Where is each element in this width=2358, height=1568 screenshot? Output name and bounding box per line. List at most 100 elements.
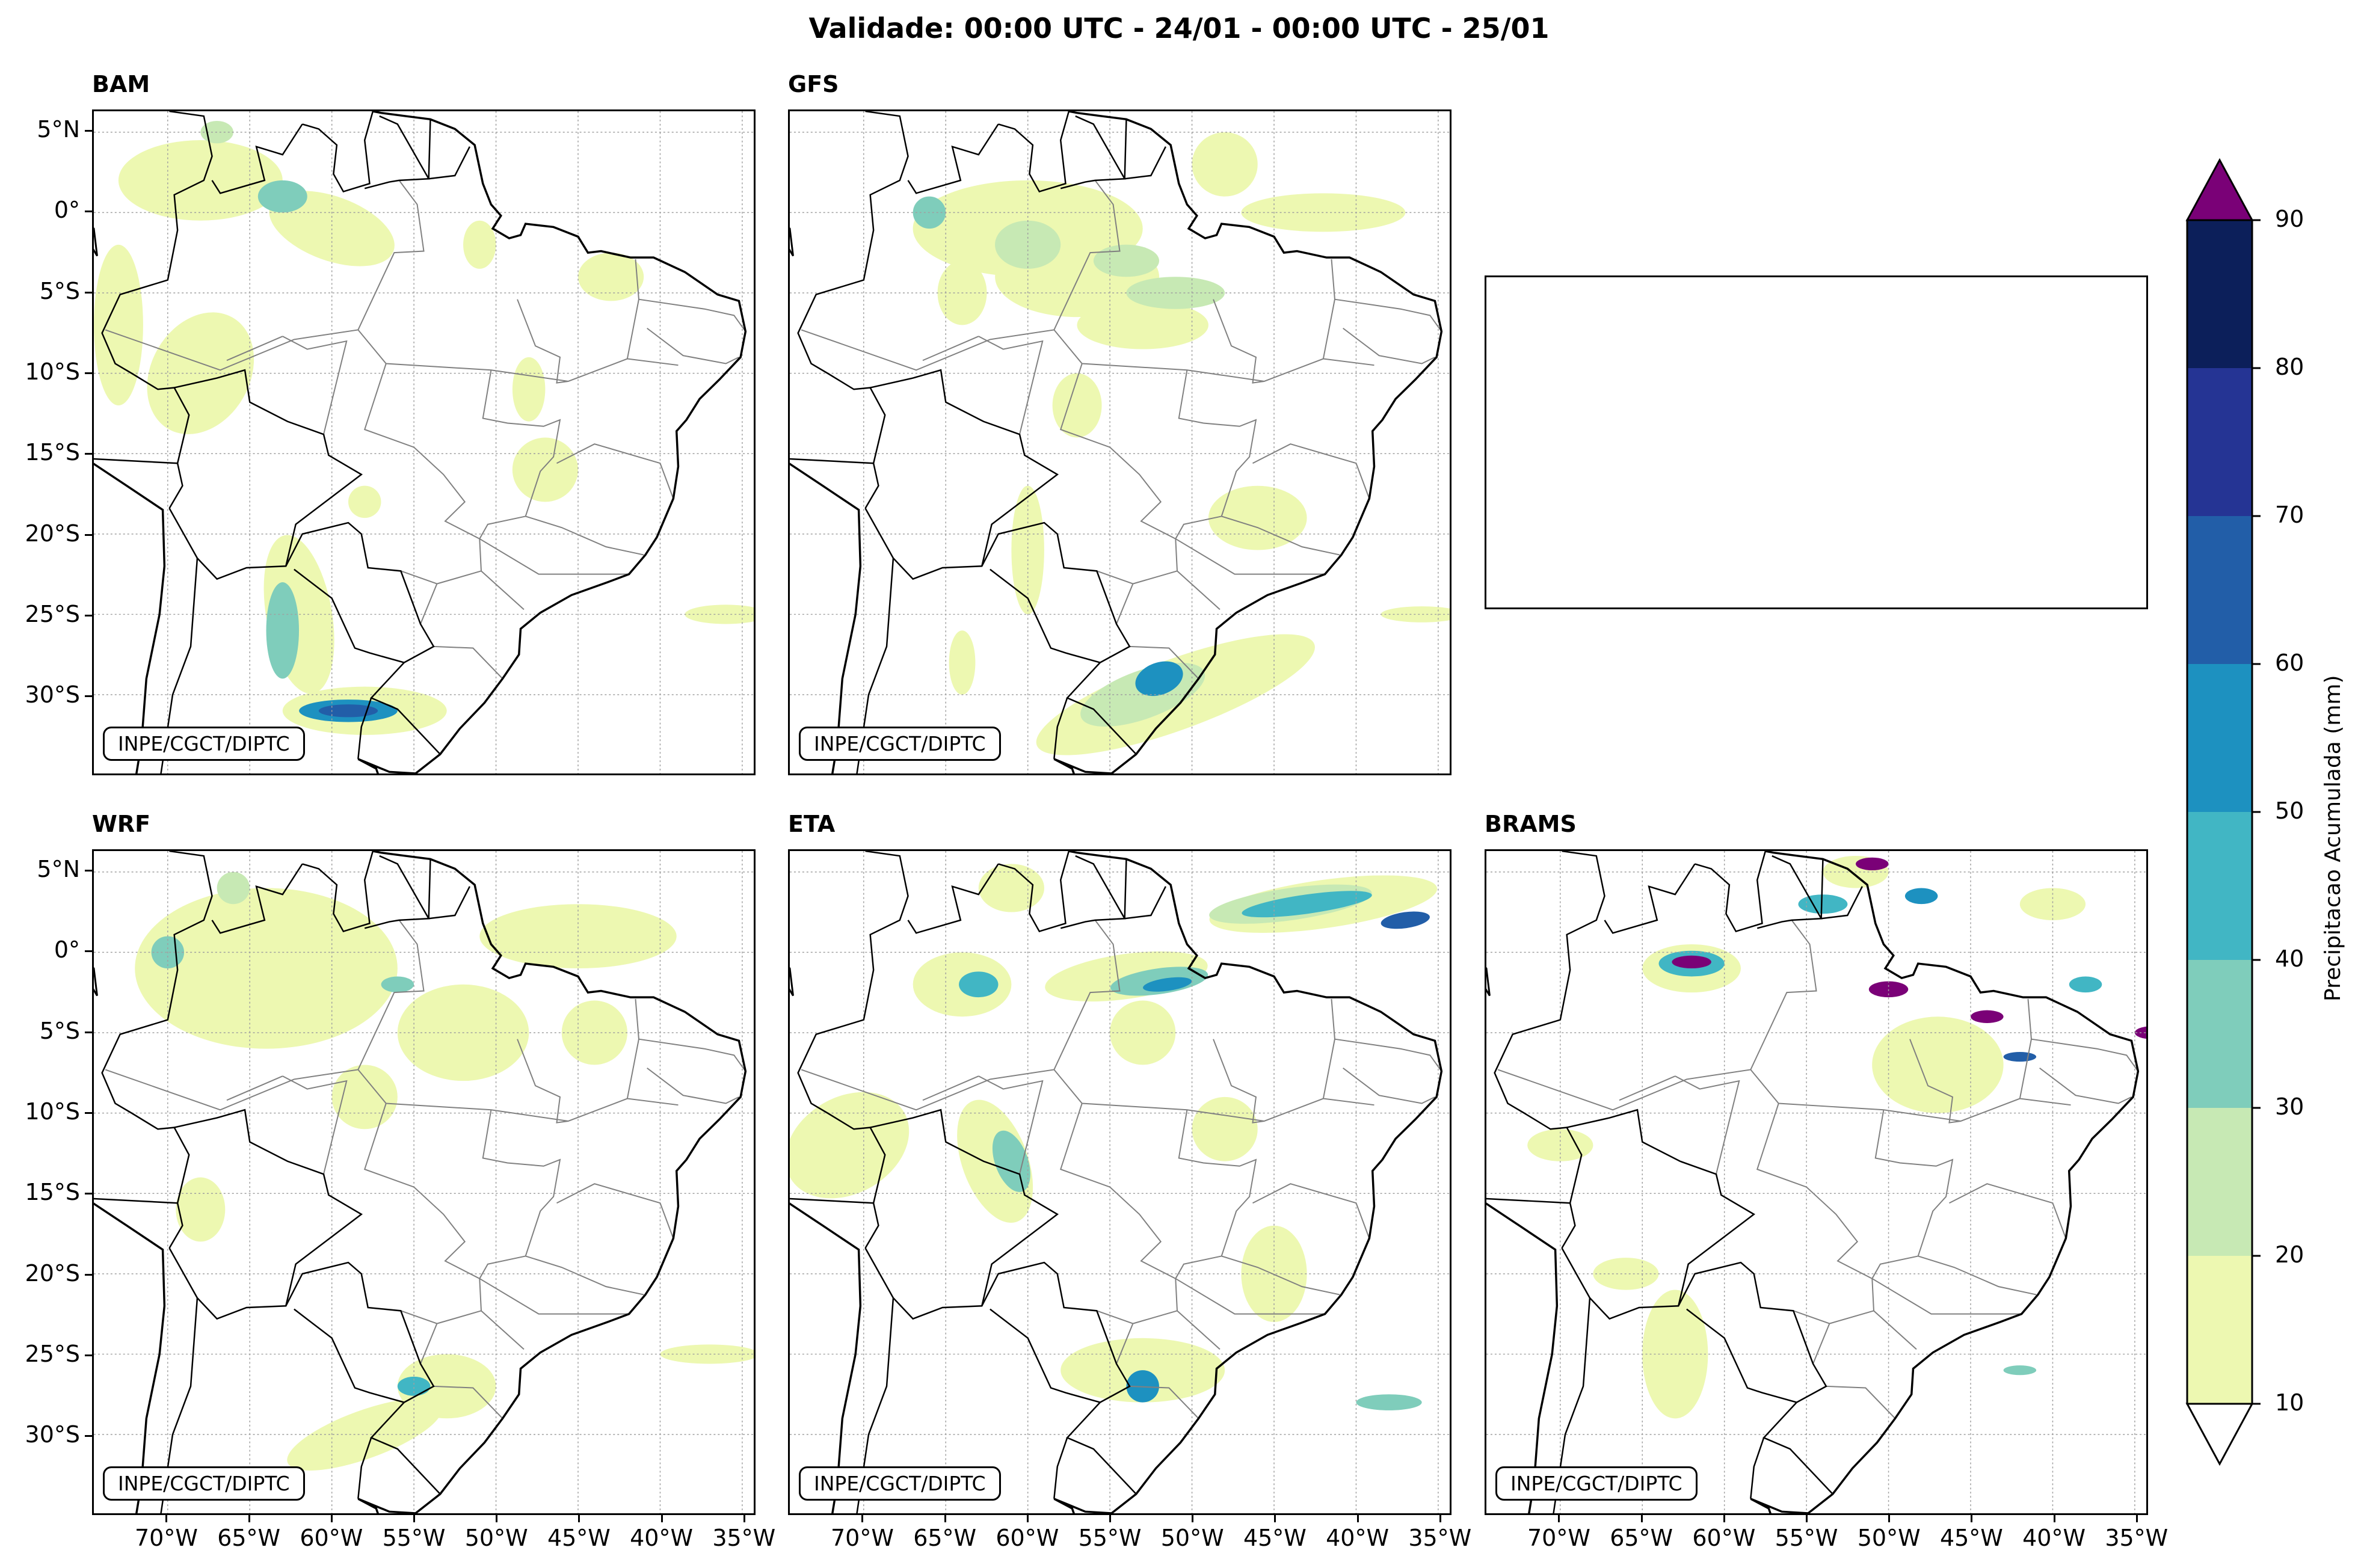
country-border xyxy=(864,508,1137,755)
precip-patch xyxy=(978,864,1044,912)
colorbar-title: Precipitacao Acumulada (mm) xyxy=(2321,675,2345,1001)
precip-patch xyxy=(1904,888,1938,905)
lon-tick-label: 40°W xyxy=(630,1525,694,1551)
panel-title-wrf: WRF xyxy=(92,811,151,837)
precip-patch xyxy=(348,485,381,518)
precip-patch xyxy=(512,437,578,502)
lon-tick-label: 65°W xyxy=(1610,1525,1673,1551)
lat-tick-label: 20°S xyxy=(25,1259,80,1287)
lon-tick xyxy=(944,1515,946,1522)
lat-tick xyxy=(85,869,92,872)
precip-patch xyxy=(1856,857,1889,871)
state-border xyxy=(1252,443,1370,499)
credit-badge-gfs: INPE/CGCT/DIPTC xyxy=(799,727,1001,761)
map-canvas xyxy=(790,851,1450,1513)
precip-patch xyxy=(257,180,307,213)
precip-patch xyxy=(1971,1010,2004,1023)
state-border xyxy=(1096,1310,1133,1324)
precip-patch xyxy=(2069,976,2102,993)
lat-tick-label: 5°N xyxy=(37,855,80,882)
lat-tick-label: 5°N xyxy=(37,115,80,143)
country-border xyxy=(302,111,374,193)
state-border xyxy=(1213,1039,1264,1124)
precip-patch xyxy=(1872,1016,2004,1113)
country-border xyxy=(797,111,909,509)
lon-tick xyxy=(1026,1515,1029,1522)
country-border xyxy=(428,859,470,920)
lat-tick xyxy=(85,1193,92,1195)
credit-badge-wrf: INPE/CGCT/DIPTC xyxy=(103,1466,305,1501)
state-border xyxy=(1174,515,1325,575)
lon-tick xyxy=(1192,1515,1194,1522)
lon-tick xyxy=(1971,1515,1973,1522)
precip-patch xyxy=(790,1092,910,1199)
state-border xyxy=(922,336,979,361)
precip-patch xyxy=(463,220,496,269)
lon-tick xyxy=(1274,1515,1276,1522)
state-border xyxy=(1750,920,1817,1070)
lat-tick xyxy=(85,291,92,294)
state-border xyxy=(1322,998,1335,1099)
credit-badge-eta: INPE/CGCT/DIPTC xyxy=(799,1466,1001,1501)
lon-tick-label: 70°W xyxy=(1527,1525,1590,1551)
state-border xyxy=(1221,515,1340,556)
lon-tick xyxy=(660,1515,663,1522)
lat-tick xyxy=(85,1273,92,1276)
map-panel-gfs xyxy=(788,109,1451,775)
state-border xyxy=(420,1310,525,1364)
lat-tick-label: 5°S xyxy=(39,1017,80,1044)
coastline xyxy=(1486,967,1491,997)
panel-title-bam: BAM xyxy=(92,71,150,97)
state-border xyxy=(1909,1039,1961,1124)
country-border xyxy=(364,115,430,189)
state-border xyxy=(801,1069,1374,1122)
precip-patch xyxy=(1798,894,1848,914)
lon-tick-label: 45°W xyxy=(1939,1525,2003,1551)
coastline xyxy=(790,227,794,257)
lon-tick-label: 70°W xyxy=(831,1525,894,1551)
gridlines xyxy=(790,111,1450,773)
colorbar-under-arrow xyxy=(2185,1403,2254,1466)
lon-tick-label: 35°W xyxy=(1408,1525,1472,1551)
colorbar-tick-label: 70 xyxy=(2275,502,2304,528)
state-border xyxy=(1221,1255,1340,1296)
gridlines xyxy=(94,111,754,773)
precip-patch xyxy=(995,220,1061,269)
country-border xyxy=(174,369,363,567)
colorbar-segment xyxy=(2187,516,2252,664)
state-border xyxy=(626,998,639,1099)
precip-patch xyxy=(2003,1365,2037,1376)
precip-patch xyxy=(1135,661,1183,696)
country-border xyxy=(294,1308,405,1403)
precip-patch xyxy=(1093,244,1160,277)
lat-tick xyxy=(85,1354,92,1356)
map-canvas xyxy=(790,111,1450,773)
state-border xyxy=(363,1103,482,1311)
lat-tick xyxy=(85,533,92,536)
lon-tick xyxy=(1356,1515,1359,1522)
country-border xyxy=(907,123,999,194)
coastline xyxy=(94,111,747,773)
lon-tick-label: 35°W xyxy=(2105,1525,2169,1551)
precip-patch xyxy=(318,704,378,718)
country-border xyxy=(870,1108,1059,1306)
colorbar-tick-label: 10 xyxy=(2275,1389,2304,1416)
state-border xyxy=(1129,645,1199,680)
colorbar-segment xyxy=(2187,368,2252,516)
state-border xyxy=(1675,1075,1740,1175)
state-border xyxy=(556,443,674,499)
precip-patch xyxy=(577,253,644,301)
lon-tick-label: 45°W xyxy=(547,1525,611,1551)
country-border xyxy=(870,369,1059,567)
colorbar-tick-label: 20 xyxy=(2275,1241,2304,1268)
state-border xyxy=(1756,1103,1874,1311)
country-border xyxy=(101,111,213,509)
lat-tick-label: 20°S xyxy=(25,520,80,547)
country-border xyxy=(357,697,372,760)
coastline xyxy=(94,967,98,997)
map-panel-brams xyxy=(1485,849,2148,1515)
lon-tick xyxy=(1888,1515,1891,1522)
lon-tick-label: 45°W xyxy=(1243,1525,1307,1551)
state-border xyxy=(1178,1110,1257,1256)
lat-tick xyxy=(85,614,92,616)
